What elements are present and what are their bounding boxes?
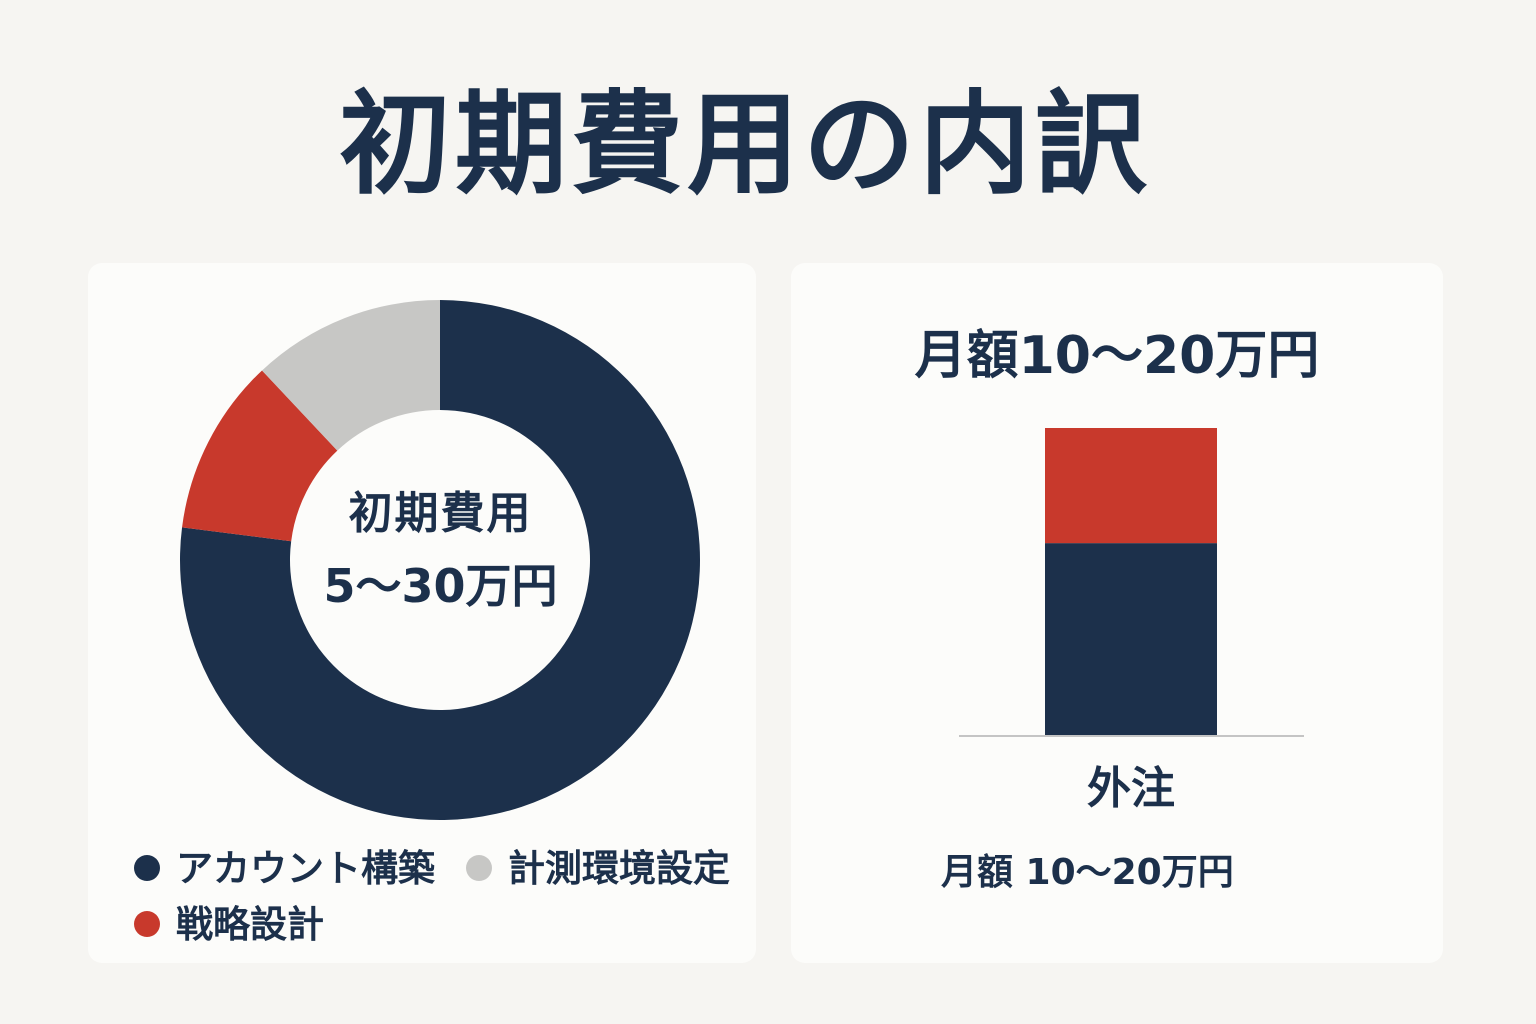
monthly-cost-card: 月額10〜20万円 外注 月額 10〜20万円: [791, 263, 1443, 963]
bar-segment-1: [1045, 428, 1217, 544]
legend-label: 戦略設計: [176, 903, 324, 946]
donut-chart: [180, 300, 701, 820]
legend-item-account-setup: アカウント構築: [134, 850, 435, 887]
bar-note: 月額 10〜20万円: [941, 852, 1234, 893]
legend-swatch-gray: [466, 854, 492, 881]
legend-item-strategy-design: 戦略設計: [134, 906, 324, 943]
bar-chart-title: 月額10〜20万円: [914, 326, 1320, 386]
bar-segment-0: [1045, 543, 1217, 735]
legend-item-tracking-setup: 計測環境設定: [466, 850, 730, 887]
page-title: 初期費用の内訳: [339, 80, 1151, 210]
donut-center-title: 初期費用: [348, 488, 533, 539]
stacked-bar-chart: [959, 428, 1304, 737]
donut-slice-1: [182, 370, 338, 542]
initial-cost-card: 初期費用 5〜30万円 アカウント構築 計測環境設定 戦略設計: [88, 263, 756, 963]
donut-center-label: 初期費用 5〜30万円: [288, 488, 593, 614]
donut-slice-2: [262, 300, 440, 451]
legend-label: 計測環境設定: [508, 847, 730, 890]
legend-swatch-red: [134, 910, 160, 937]
bar-category-label: 外注: [1087, 763, 1175, 814]
legend-label: アカウント構築: [176, 847, 435, 890]
donut-center-value: 5〜30万円: [323, 558, 558, 613]
legend-swatch-navy: [134, 854, 160, 881]
donut-slice-0: [180, 300, 701, 820]
